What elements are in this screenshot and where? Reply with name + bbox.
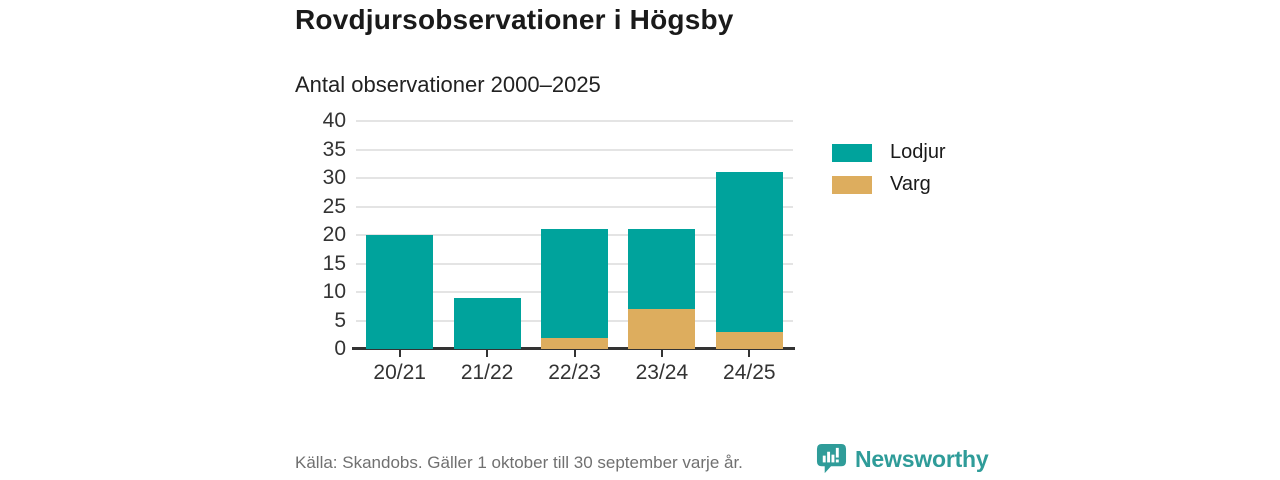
bar-segment-varg-23-24 [628,309,696,349]
brand-name: Newsworthy [855,446,989,472]
y-axis-label-35: 35 [322,137,346,161]
y-axis-label-10: 10 [322,280,346,303]
y-axis-label-25: 25 [322,194,346,218]
x-axis-tick-24-25 [748,349,751,357]
y-axis-label-0: 0 [334,337,346,360]
y-axis-label-30: 30 [322,166,346,189]
bar-segment-lodjur-22-23 [541,229,608,338]
gridline-y-35 [356,148,793,151]
x-axis-tick-21-22 [486,349,489,357]
bar-segment-lodjur-23-24 [628,229,696,310]
bar-segment-lodjur-24-25 [715,172,783,332]
x-axis-label-20-21: 20/21 [373,361,426,384]
x-axis-label-22-23: 22/23 [548,361,601,384]
x-axis-tick-20-21 [398,349,401,357]
legend: Lodjur Varg [832,141,946,196]
legend-item-varg: Varg [832,173,946,196]
x-axis-label-21-22: 21/22 [460,361,514,384]
chart-subtitle: Antal observationer 2000–2025 [295,72,601,97]
legend-item-lodjur: Lodjur [832,141,946,164]
x-axis-label-24-25: 24/25 [723,361,776,384]
y-axis-label-5: 5 [334,308,346,332]
y-axis-label-20: 20 [322,223,346,246]
brand-logo: Newsworthy [816,443,989,476]
bar-segment-lodjur-21-22 [453,297,521,349]
gridline-y-25 [356,205,793,208]
legend-swatch-lodjur [832,143,872,162]
source-note: Källa: Skandobs. Gäller 1 oktober till 3… [295,453,743,472]
bar-segment-varg-22-23 [541,337,608,349]
bar-segment-varg-24-25 [715,331,783,349]
legend-label-varg: Varg [890,173,931,195]
x-axis-tick-23-24 [660,349,663,357]
x-axis-label-23-24: 23/24 [635,361,689,384]
gridline-y-40 [356,120,793,122]
bar-chart-speech-bubble-icon [816,444,847,474]
y-axis-label-15: 15 [322,251,346,275]
chart-title: Rovdjursobservationer i Högsby [295,4,734,35]
bar-segment-lodjur-20-21 [366,235,434,349]
plot-area: 0 5 10 15 20 25 30 35 40 20/21 21/22 22/23 23/24 24/2… [323,109,795,384]
y-axis-label-40: 40 [322,109,346,132]
x-axis-tick-22-23 [573,349,576,357]
legend-swatch-varg [832,175,872,194]
gridline-y-30 [356,177,793,179]
legend-label-lodjur: Lodjur [890,141,946,163]
